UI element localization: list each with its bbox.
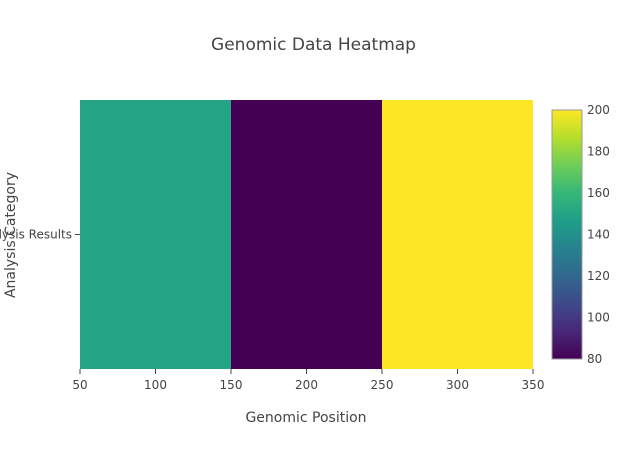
x-tick-label: 350: [522, 378, 545, 392]
chart-title: Genomic Data Heatmap: [211, 35, 416, 55]
colorbar-tick-label: 200: [587, 103, 610, 117]
x-tick-label: 100: [144, 378, 167, 392]
x-tick-label: 50: [72, 378, 87, 392]
x-axis-ticks: 50 100 150 200 250 300 350: [72, 369, 544, 392]
x-tick-label: 150: [220, 378, 243, 392]
colorbar-tick-label: 100: [587, 311, 610, 325]
colorbar: 80 100 120 140 160 180 200: [551, 103, 610, 366]
x-tick-label: 200: [295, 378, 318, 392]
colorbar-scale: [551, 109, 583, 360]
heatmap-cell: [80, 100, 231, 369]
x-tick-label: 250: [371, 378, 394, 392]
heatmap-cell: [382, 100, 533, 369]
colorbar-tick-label: 120: [587, 269, 610, 283]
y-axis-title: Analysis Category: [3, 172, 19, 298]
colorbar-tick-label: 140: [587, 228, 610, 242]
x-axis-title: Genomic Position: [245, 410, 366, 426]
y-tick-label: Analysis Results: [0, 228, 72, 242]
colorbar-tick-label: 180: [587, 145, 610, 159]
heatmap-cells: [80, 100, 533, 369]
colorbar-tick-label: 80: [587, 352, 602, 366]
heatmap-cell: [231, 100, 382, 369]
colorbar-tick-label: 160: [587, 186, 610, 200]
x-tick-label: 300: [446, 378, 469, 392]
y-axis-ticks: Analysis Results: [0, 228, 80, 242]
